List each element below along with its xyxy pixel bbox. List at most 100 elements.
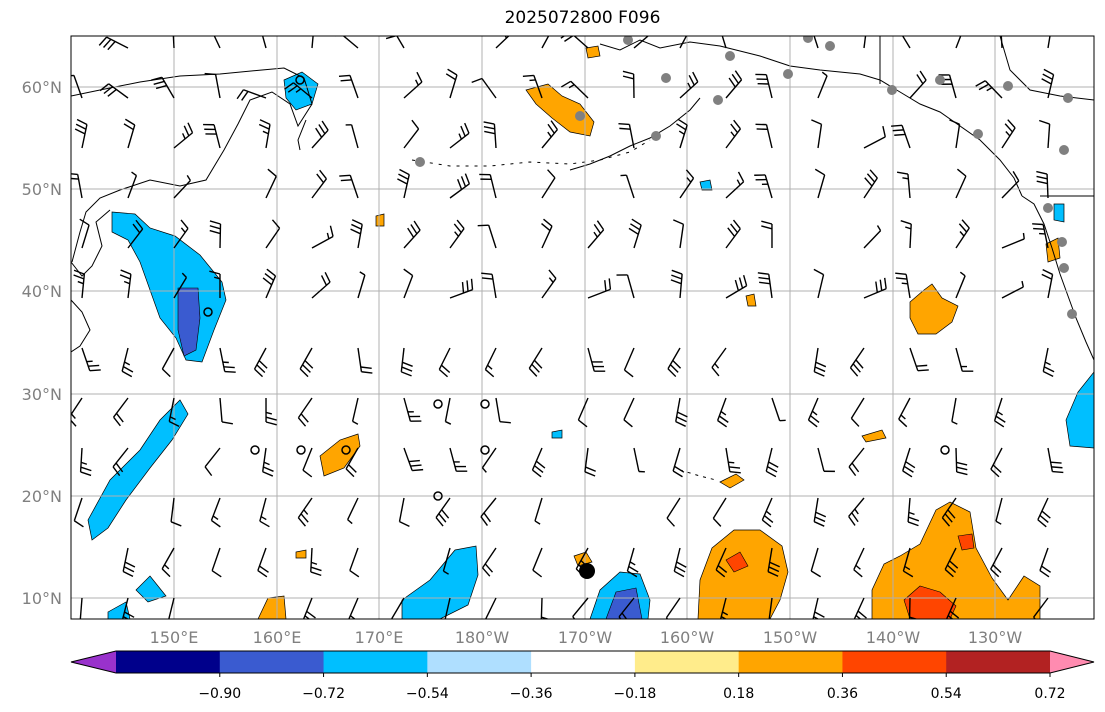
colorbar-tick-label: −0.36 xyxy=(510,686,553,702)
wind-barb xyxy=(955,447,968,476)
wind-barb xyxy=(435,497,451,527)
lon-label: 180°W xyxy=(455,628,510,647)
wind-barb xyxy=(203,123,221,149)
wind-barb xyxy=(403,220,421,249)
wind-barb xyxy=(449,447,468,472)
wind-barb xyxy=(471,77,497,99)
wind-barb xyxy=(618,122,635,149)
wind-barb xyxy=(909,70,927,99)
wind-barb xyxy=(81,347,101,372)
wind-barb xyxy=(626,547,639,578)
wind-barb xyxy=(71,74,83,99)
wind-barb xyxy=(1001,171,1020,199)
wind-barb xyxy=(79,447,92,477)
wind-barb xyxy=(403,447,424,472)
wind-barb xyxy=(754,174,773,199)
negative-area-small-1 xyxy=(699,179,713,191)
wind-barb xyxy=(484,347,497,378)
negative-area-south-1 xyxy=(401,545,479,619)
colorbar: −0.90 −0.72 −0.54 −0.36 −0.18 0.18 0.36 0.54 0.7… xyxy=(70,650,1095,702)
coast-asia-north xyxy=(71,67,313,263)
colorbar-outline xyxy=(70,650,1095,674)
station-dot xyxy=(579,563,595,579)
wind-barb xyxy=(259,497,270,528)
wind-barb xyxy=(1036,170,1049,199)
wind-barb xyxy=(902,447,916,478)
wind-barb xyxy=(901,36,911,49)
wind-barb xyxy=(483,121,497,149)
positive-area-small-b xyxy=(861,429,887,443)
wind-barb xyxy=(99,83,129,99)
lat-label: 20°N xyxy=(22,487,62,506)
wind-barb xyxy=(71,173,83,199)
wind-barb xyxy=(849,347,865,377)
wind-barb xyxy=(812,597,825,619)
wind-barb xyxy=(311,225,334,249)
wind-barb xyxy=(403,268,414,299)
wind-barb xyxy=(345,447,359,478)
wind-barb xyxy=(622,70,635,99)
wind-barb xyxy=(541,120,558,149)
wind-barb xyxy=(173,219,189,249)
wind-barb xyxy=(481,272,497,299)
wind-barb xyxy=(949,119,961,149)
longitude-labels: 150°E 160°E 170°E 180°W 170°W 160°W 150°… xyxy=(150,628,1023,647)
station-dot xyxy=(783,69,793,79)
wind-barb xyxy=(863,277,887,299)
wind-barb xyxy=(357,347,373,374)
colorbar-segment xyxy=(531,651,636,673)
wind-barb xyxy=(907,497,920,527)
wind-barb xyxy=(716,397,729,428)
colorbar-segment xyxy=(842,651,947,673)
wind-barb xyxy=(311,169,327,199)
wind-barb xyxy=(679,36,688,49)
wind-barb xyxy=(577,397,589,428)
wind-barb xyxy=(350,219,363,249)
wind-barb xyxy=(811,119,823,149)
wind-barb xyxy=(481,447,497,473)
wind-barb xyxy=(209,220,222,249)
wind-barb xyxy=(898,397,911,428)
wind-barb xyxy=(284,82,313,99)
colorbar-tick-label: −0.18 xyxy=(613,686,656,702)
graticule xyxy=(71,36,1094,619)
wind-barb xyxy=(813,36,819,49)
wind-barb xyxy=(345,124,359,149)
wind-barb xyxy=(311,271,331,299)
colorbar-ticks: −0.90 −0.72 −0.54 −0.36 −0.18 0.18 0.36 0.54 0.7… xyxy=(198,673,1066,702)
wind-barb xyxy=(955,347,974,372)
wind-barb xyxy=(725,171,745,199)
wind-barb xyxy=(848,447,865,477)
wind-barb xyxy=(1042,347,1055,378)
wind-barb xyxy=(771,397,786,422)
wind-barb xyxy=(909,347,929,372)
wind-barb xyxy=(955,271,966,299)
wind-barb xyxy=(813,347,827,377)
wind-barb xyxy=(397,168,410,199)
wind-barb xyxy=(817,71,828,99)
wind-barb xyxy=(896,171,911,199)
wind-barb xyxy=(941,497,957,527)
lat-label: 60°N xyxy=(22,78,62,97)
wind-barb xyxy=(121,597,135,619)
wind-barb xyxy=(993,397,1006,428)
wind-barb xyxy=(667,347,682,378)
wind-barb xyxy=(127,171,138,199)
wind-barb xyxy=(484,597,497,619)
wind-barb xyxy=(161,347,175,378)
station-dot xyxy=(1043,203,1053,213)
wind-barb xyxy=(480,497,497,526)
wind-barb xyxy=(761,220,773,249)
wind-barb xyxy=(297,497,313,527)
wind-barb xyxy=(633,447,645,473)
wind-barb xyxy=(522,74,543,99)
station-dot xyxy=(1059,145,1069,155)
wind-barb xyxy=(438,347,451,378)
colorbar-segment xyxy=(946,651,1051,673)
wind-barb xyxy=(541,36,550,49)
calm-circle xyxy=(296,445,306,455)
wind-barb xyxy=(955,219,970,249)
coast-japan xyxy=(71,299,91,353)
wind-barb xyxy=(119,269,132,299)
